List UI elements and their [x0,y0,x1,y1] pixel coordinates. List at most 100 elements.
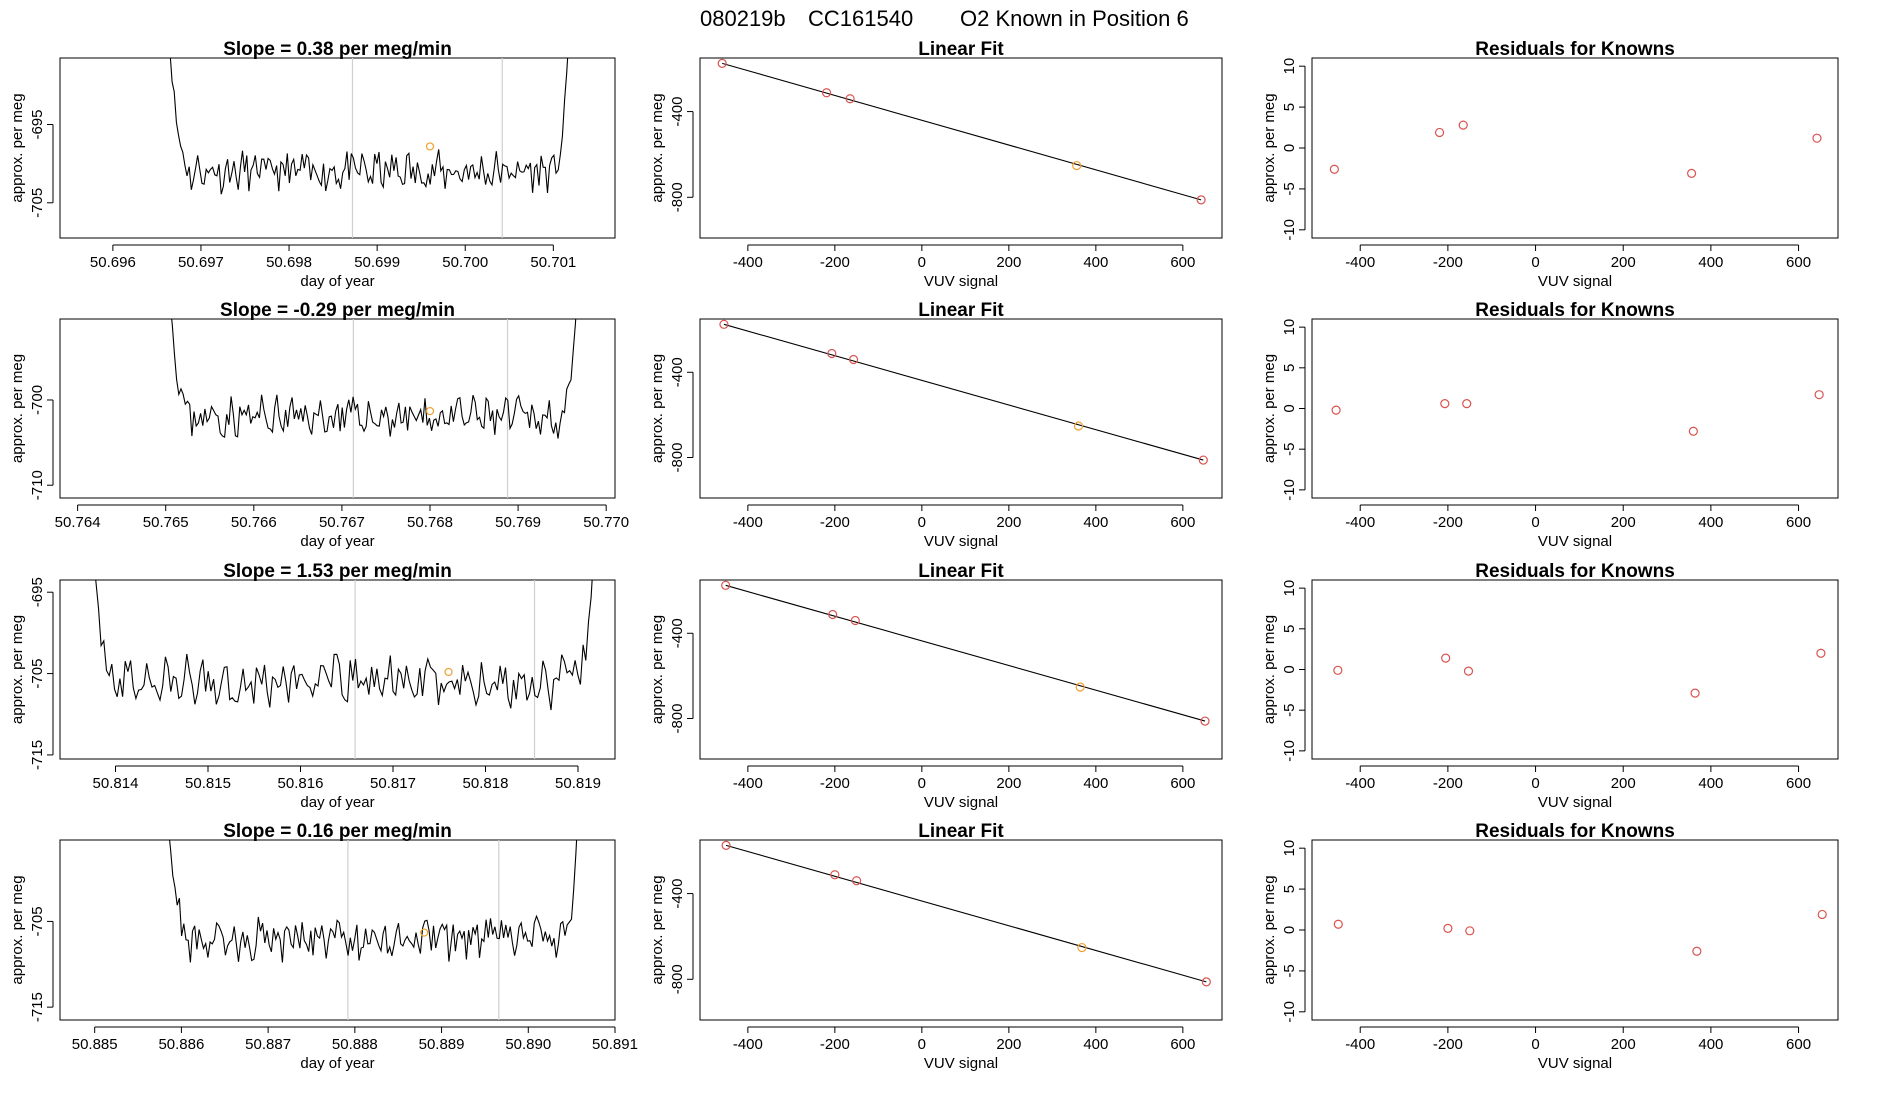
y-tick-label: -10 [1281,219,1298,241]
residual-point [1434,127,1445,138]
x-tick-label: 400 [1698,775,1723,792]
plot-area [169,840,578,1020]
fit-data-point [851,876,862,886]
plot-frame [1311,57,1839,239]
residual-point [1329,164,1339,174]
residual-point [1440,399,1450,409]
x-tick-label: 400 [1083,254,1108,271]
x-tick-label: 50.889 [419,1036,465,1053]
y-tick-label: -695 [29,110,46,140]
fit-line [723,323,1204,461]
x-tick-label: -200 [820,775,850,792]
residual-point [1688,426,1698,436]
fit-data-point [1200,716,1210,726]
current-sample-marker [420,928,429,937]
fit-data-point [1077,942,1087,953]
residual-point [1817,909,1827,920]
x-tick-label: 0 [918,514,926,531]
y-tick-label: 5 [1281,364,1298,372]
y-tick-label: -800 [669,964,686,994]
x-tick-label: 0 [918,775,926,792]
x-tick-label: 50.816 [278,775,324,792]
panel-title: Residuals for Knowns [1475,561,1675,582]
x-tick-label: 50.698 [266,254,312,271]
x-tick-label: 600 [1786,254,1811,271]
fit-data-point [1201,977,1211,987]
x-tick-label: 600 [1170,254,1195,271]
fit-data-point [1073,421,1084,431]
x-tick-label: 600 [1170,1036,1195,1053]
y-tick-label: -400 [669,97,686,127]
panel-title: Residuals for Knowns [1475,39,1675,60]
plot-frame [59,839,616,1021]
x-tick-label: 50.700 [442,254,488,271]
residual-point [1686,168,1697,178]
x-tick-label: 600 [1786,514,1811,531]
y-axis-label: approx. per meg [649,875,666,984]
panel-resid-row-2: Residuals for Knowns -400 -200 0 200 400 600 VU… [1261,300,1839,550]
signal-trace-line [169,58,569,195]
x-tick-label: 400 [1083,775,1108,792]
plot-area [721,840,1211,987]
x-tick-label: 600 [1786,1036,1811,1053]
x-tick-label: 50.887 [245,1036,291,1053]
plot-frame [59,579,616,760]
panel-title: Residuals for Knowns [1475,821,1675,842]
x-tick-label: -400 [1345,254,1375,271]
x-tick-label: 200 [996,254,1021,271]
x-tick-label: -400 [733,254,763,271]
x-tick-label: 0 [1531,775,1539,792]
y-axis-label: approx. per meg [9,93,26,202]
plot-area [1329,120,1822,178]
y-tick-label: 10 [1281,580,1298,597]
panel-title: Slope = 1.53 per meg/min [223,561,452,582]
x-tick-label: 50.888 [332,1036,378,1053]
y-tick-label: -705 [29,188,46,218]
figure-header: 080219b CC161540 O2 Known in Position 6 [700,6,1189,31]
x-tick-label: -200 [1433,254,1463,271]
panel-title: Slope = -0.29 per meg/min [220,300,455,321]
x-axis-label: VUV signal [924,533,998,550]
fit-data-point [827,348,837,359]
residual-point [1465,926,1475,936]
x-tick-label: 50.767 [319,514,365,531]
x-tick-label: 50.815 [185,775,231,792]
y-axis-label: approx. per meg [1261,354,1278,463]
x-tick-label: -400 [1345,514,1375,531]
x-tick-label: -400 [1345,1036,1375,1053]
residual-point [1458,120,1468,130]
x-tick-label: 600 [1170,775,1195,792]
x-tick-label: 200 [996,514,1021,531]
plot-area [1333,648,1826,698]
x-axis-label: VUV signal [924,273,998,290]
plot-area [171,319,577,498]
residual-point [1812,133,1822,143]
x-axis-label: VUV signal [924,1055,998,1072]
x-tick-label: 50.701 [530,254,576,271]
x-tick-label: 400 [1698,254,1723,271]
y-tick-label: -400 [669,879,686,909]
x-tick-label: 200 [1611,254,1636,271]
x-tick-label: 50.696 [90,254,136,271]
y-axis-label: approx. per meg [649,93,666,202]
x-tick-label: -200 [1433,775,1463,792]
x-tick-label: 50.885 [72,1036,118,1053]
y-tick-label: -705 [29,906,46,936]
x-axis-label: VUV signal [924,794,998,811]
plot-frame [699,318,1223,499]
plot-frame [59,318,616,499]
x-tick-label: 400 [1698,1036,1723,1053]
panel-title: Linear Fit [918,39,1004,60]
x-axis-label: day of year [300,1055,374,1072]
x-tick-label: 50.886 [158,1036,204,1053]
y-axis-label: approx. per meg [649,354,666,463]
x-tick-label: 50.891 [592,1036,638,1053]
panel-resid-row-4: Residuals for Knowns -400 -200 0 200 400 600 VU… [1261,821,1839,1072]
x-axis-label: VUV signal [1538,1055,1612,1072]
x-tick-label: 200 [1611,514,1636,531]
plot-area [169,58,569,238]
x-tick-label: 50.699 [354,254,400,271]
fit-data-point [830,870,840,880]
x-tick-label: 50.890 [505,1036,551,1053]
